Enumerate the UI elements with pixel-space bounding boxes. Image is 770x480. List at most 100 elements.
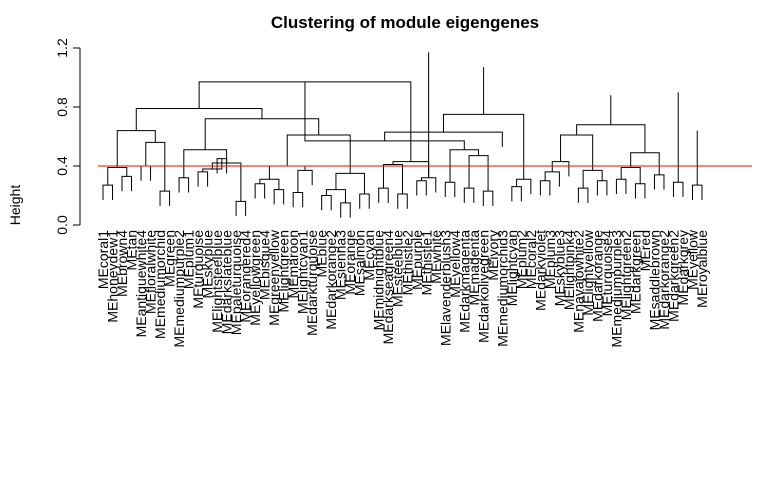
leaf-label: MEdarkorange2 xyxy=(323,230,339,330)
leaf-label: MEdarkorange2 xyxy=(656,230,672,330)
leaf-label: MEsaddlebrown xyxy=(646,230,662,330)
dendrogram-branch xyxy=(335,172,365,195)
leaf-label: MElightcyan1 xyxy=(295,230,311,314)
leaf-label: MElightgreen xyxy=(276,230,292,313)
dendrogram-branch xyxy=(259,178,280,190)
leaf-label: MElightpink4 xyxy=(561,230,577,310)
leaf-label: MEskyblue3 xyxy=(551,230,567,306)
dendrogram-branch xyxy=(254,183,266,199)
dendrogram-branch xyxy=(551,161,570,177)
chart-title: Clustering of module eigengenes xyxy=(271,13,539,32)
dendrogram-branch xyxy=(321,195,332,211)
leaf-labels: MEcoral1MEhoneydew1MEbrown4MEtanMEantiqu… xyxy=(95,229,710,347)
leaf-label: MEdarkolivegreen xyxy=(475,230,491,343)
leaf-label: MEdarkturquoise xyxy=(304,230,320,336)
leaf-label: MEturquoise xyxy=(190,230,206,309)
dendrogram-branch xyxy=(691,184,703,200)
dendrogram-branch xyxy=(615,178,627,195)
leaf-label: MEskyblue xyxy=(200,230,216,299)
leaf-label: MEsalmon xyxy=(352,230,368,296)
dendrogram-branch xyxy=(672,181,684,197)
dendrogram-branch xyxy=(397,193,408,209)
leaf-label: MEfloralwhite xyxy=(143,230,159,314)
dendrogram-branch xyxy=(444,181,456,197)
dendrogram-branch xyxy=(463,187,475,203)
leaf-label: MEred xyxy=(637,230,653,271)
leaf-label: MElavenderblush3 xyxy=(437,230,453,346)
leaf-label: MEhoneydew1 xyxy=(105,230,121,323)
dendrogram-branch xyxy=(539,180,551,196)
leaf-label: MElightgreen2 xyxy=(618,230,634,320)
dendrogram-branch xyxy=(140,165,152,181)
leaf-label: MEbrown4 xyxy=(114,230,130,297)
dendrogram-branch xyxy=(384,131,503,147)
dendrogram-branch xyxy=(197,171,209,187)
leaf-label: MEdarkgrey xyxy=(675,230,691,305)
dendrogram-branches xyxy=(102,52,703,218)
dendrogram-branch xyxy=(620,166,641,184)
dendrogram-branch xyxy=(297,169,313,193)
dendrogram-branch xyxy=(121,175,133,192)
leaf-label: MEplum2 xyxy=(513,230,529,289)
leaf-label: MEdarkgreen xyxy=(627,230,643,314)
leaf-label: MEsienna3 xyxy=(333,230,349,300)
leaf-label: MEmediumorchid xyxy=(152,230,168,339)
leaf-label: MEyellow xyxy=(684,229,700,290)
dendrogram-branch xyxy=(576,124,646,153)
dendrogram-branch xyxy=(273,189,285,205)
leaf-label: MEorange xyxy=(342,230,358,295)
leaf-label: MEantiquewhite4 xyxy=(133,230,149,338)
dendrogram-branch xyxy=(183,149,228,178)
leaf-label: MEmediumpurple3 xyxy=(608,230,624,348)
leaf-label: MEsteelblue xyxy=(390,230,406,307)
leaf-label: MEpurple xyxy=(409,230,425,290)
dendrogram-branch xyxy=(442,113,525,180)
leaf-label: MEcyan xyxy=(361,230,377,281)
leaf-label: MEgreenyellow xyxy=(266,229,282,326)
leaf-label: MEblue xyxy=(314,230,330,278)
y-axis-label: Height xyxy=(7,185,23,226)
dendrogram-branch xyxy=(582,169,603,189)
leaf-label: MEdarkseagreen4 xyxy=(380,230,396,345)
dendrogram-branch xyxy=(268,165,306,180)
leaf-label: MEmidnightblue xyxy=(371,230,387,331)
dendrogram-branch xyxy=(292,192,304,208)
dendrogram-branch xyxy=(596,180,608,196)
leaf-label: MEdarkviolet xyxy=(532,230,548,311)
dendrogram-branch xyxy=(634,183,646,199)
leaf-label: MEmagenta xyxy=(466,230,482,306)
leaf-label: MEdarkorange xyxy=(589,230,605,322)
dendrogram-branch xyxy=(235,200,247,217)
dendrogram-branch xyxy=(630,152,660,175)
leaf-label: MElightsteelblue xyxy=(209,230,225,333)
y-axis: 0.0 0.4 0.8 1.2 xyxy=(54,38,81,235)
leaf-label: MElightcyan xyxy=(504,230,520,306)
leaf-label: MEdarkgreen2 xyxy=(665,230,681,322)
dendrogram-branch xyxy=(482,190,494,206)
dendrogram-branch xyxy=(392,161,430,178)
leaf-label: MEplum3 xyxy=(542,230,558,289)
dendrogram-branch xyxy=(577,187,589,203)
leaf-label: MEnavajowhite2 xyxy=(570,230,586,333)
leaf-label: MEyellow4 xyxy=(447,230,463,298)
dendrogram-branch xyxy=(421,177,437,193)
y-tick-label: 0.4 xyxy=(54,156,70,176)
leaf-label: MEgreen xyxy=(162,230,178,287)
leaf-label: MEcoral1 xyxy=(95,230,111,289)
dendrogram-branch xyxy=(145,141,166,192)
leaf-label: MEroyalblue xyxy=(694,230,710,308)
leaf-label: MEthistle1 xyxy=(418,230,434,296)
dendrogram-branch xyxy=(511,186,522,202)
leaf-label: MEthistle2 xyxy=(399,230,415,296)
dendrogram-branch xyxy=(135,107,263,131)
y-tick-label: 0.0 xyxy=(54,215,70,235)
dendrogram-branch xyxy=(653,174,665,190)
y-tick-label: 1.2 xyxy=(54,38,70,58)
leaf-label: MEturquoise4 xyxy=(599,230,615,317)
y-tick-label: 0.8 xyxy=(54,97,70,117)
leaf-label: MEdarkmagenta xyxy=(456,230,472,333)
dendrogram-branch xyxy=(178,177,190,193)
leaf-label: MEwhite xyxy=(428,230,444,284)
dendrogram-branch xyxy=(468,155,489,192)
